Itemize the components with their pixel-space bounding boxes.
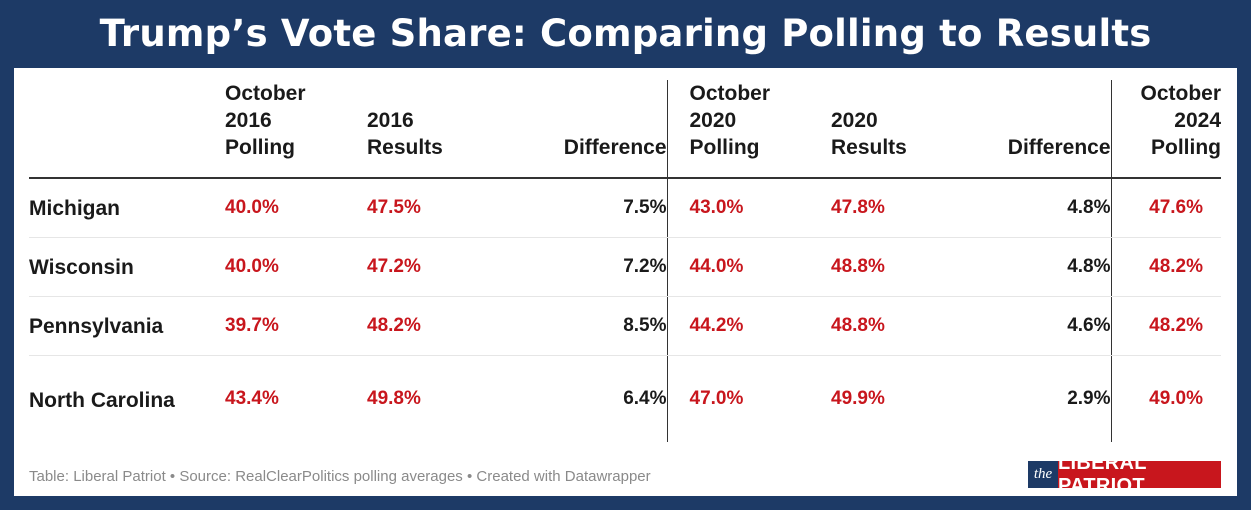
cell-difference-2016: 7.5% bbox=[514, 178, 667, 238]
cell-difference-2020: 4.6% bbox=[956, 296, 1111, 356]
header-label: October 2016 Polling bbox=[225, 82, 306, 159]
cell-2016-results: 48.2% bbox=[367, 296, 514, 356]
cell-state: Michigan bbox=[29, 178, 225, 238]
header-label: 2020 Results bbox=[831, 109, 907, 159]
table-row: Michigan 40.0% 47.5% 7.5% 43.0% 47.8% 4.8% 47.6… bbox=[29, 178, 1221, 238]
header-2016-results: 2016 Results bbox=[367, 80, 514, 179]
source-note: Table: Liberal Patriot • Source: RealCle… bbox=[29, 468, 651, 485]
header-label: October 2024 Polling bbox=[1140, 82, 1221, 159]
header-difference-2020: Difference bbox=[956, 80, 1111, 179]
header-oct-2020-polling: October 2020 Polling bbox=[666, 80, 809, 179]
cell-difference-2016: 7.2% bbox=[514, 237, 667, 297]
cell-oct-2020-polling: 47.0% bbox=[666, 355, 809, 442]
cell-2016-results: 49.8% bbox=[367, 388, 421, 409]
cell-difference-2020: 4.8% bbox=[956, 178, 1111, 238]
header-label: October 2020 Polling bbox=[689, 82, 771, 159]
cell-2020-results: 48.8% bbox=[809, 296, 956, 356]
cell-state: Wisconsin bbox=[29, 237, 225, 297]
cell-oct-2016-polling: 39.7% bbox=[225, 296, 367, 356]
data-table: October 2016 Polling 2016 Results Differ… bbox=[29, 80, 1221, 442]
cell-difference-2016: 8.5% bbox=[514, 296, 667, 356]
cell-oct-2016-polling: 40.0% bbox=[225, 178, 367, 238]
cell-difference-2020: 2.9% bbox=[1067, 388, 1111, 409]
table-card: October 2016 Polling 2016 Results Differ… bbox=[14, 68, 1237, 497]
cell-state: Pennsylvania bbox=[29, 296, 225, 356]
cell-state: North Carolina bbox=[29, 388, 175, 412]
cell-oct-2024-polling: 47.6% bbox=[1110, 178, 1221, 238]
chart-title: Trump’s Vote Share: Comparing Polling to… bbox=[99, 12, 1152, 55]
table-row: Wisconsin 40.0% 47.2% 7.2% 44.0% 48.8% 4.8% 48.… bbox=[29, 237, 1221, 297]
cell-oct-2016-polling: 40.0% bbox=[225, 237, 367, 297]
cell-2016-results: 47.5% bbox=[367, 178, 514, 238]
header-oct-2016-polling: October 2016 Polling bbox=[225, 80, 367, 179]
cell-oct-2020-polling: 44.0% bbox=[666, 237, 809, 297]
table-row: North Carolina 43.4% 49.8% 6.4% 47.0% 49.9% 2.… bbox=[29, 355, 1221, 442]
header-difference-2016: Difference bbox=[514, 80, 667, 179]
liberal-patriot-logo: the LIBERAL PATRIOT bbox=[1028, 452, 1221, 497]
cell-2020-results: 47.8% bbox=[809, 178, 956, 238]
table-body: Michigan 40.0% 47.5% 7.5% 43.0% 47.8% 4.8% 47.6… bbox=[29, 178, 1221, 442]
header-oct-2024-polling: October 2024 Polling bbox=[1110, 80, 1221, 179]
cell-oct-2024-polling: 48.2% bbox=[1110, 237, 1221, 297]
header-2020-results: 2020 Results bbox=[809, 80, 956, 179]
header-label: 2016 Results bbox=[367, 109, 443, 159]
cell-oct-2024-polling: 48.2% bbox=[1110, 296, 1221, 356]
cell-2020-results: 49.9% bbox=[831, 388, 885, 409]
cell-oct-2020-polling: 44.2% bbox=[666, 296, 809, 356]
cell-2020-results: 48.8% bbox=[809, 237, 956, 297]
cell-2016-results: 47.2% bbox=[367, 237, 514, 297]
logo-prefix: the bbox=[1028, 461, 1058, 488]
header-state bbox=[29, 80, 225, 179]
cell-oct-2020-polling: 43.0% bbox=[666, 178, 809, 238]
cell-difference-2016: 6.4% bbox=[623, 388, 667, 409]
table-row: Pennsylvania 39.7% 48.2% 8.5% 44.2% 48.8% 4.6%… bbox=[29, 296, 1221, 356]
cell-oct-2024-polling: 49.0% bbox=[1110, 355, 1221, 442]
logo-name: LIBERAL PATRIOT bbox=[1058, 452, 1221, 497]
cell-oct-2016-polling: 43.4% bbox=[225, 388, 279, 409]
header-row: October 2016 Polling 2016 Results Differ… bbox=[29, 80, 1221, 179]
cell-difference-2020: 4.8% bbox=[956, 237, 1111, 297]
